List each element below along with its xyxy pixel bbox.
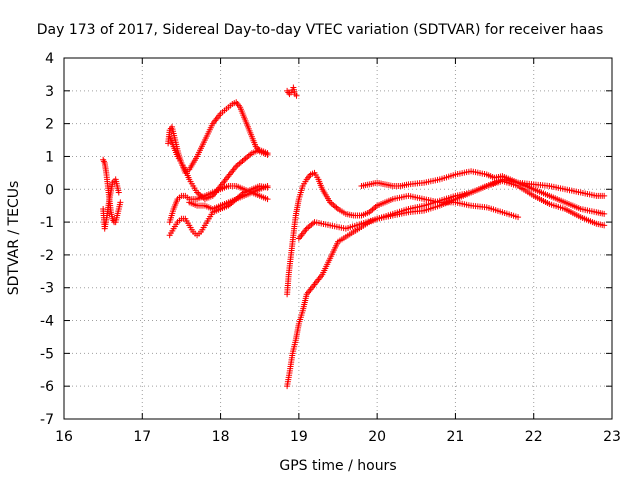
data-point <box>515 214 522 221</box>
series-arc-g <box>186 182 271 212</box>
series-arc-l <box>358 168 608 199</box>
y-tick-label: -1 <box>40 215 54 231</box>
data-point <box>264 196 271 203</box>
data-point <box>601 222 608 229</box>
y-tick-label: -7 <box>40 412 54 428</box>
x-tick-label: 18 <box>212 429 230 445</box>
y-tick-label: -5 <box>40 346 54 362</box>
data-point <box>601 192 608 199</box>
x-tick-label: 21 <box>447 429 465 445</box>
series-arc-b <box>100 176 122 232</box>
chart-title: Day 173 of 2017, Sidereal Day-to-day VTE… <box>37 22 604 38</box>
data-point <box>115 189 122 196</box>
y-tick-label: -3 <box>40 281 54 297</box>
x-tick-label: 23 <box>603 429 621 445</box>
x-axis-label: GPS time / hours <box>279 458 396 474</box>
y-tick-label: 0 <box>45 182 54 198</box>
x-tick-label: 20 <box>368 429 386 445</box>
y-tick-label: 1 <box>45 149 54 165</box>
grid-lines <box>64 58 612 419</box>
y-tick-label: -4 <box>40 314 54 330</box>
y-axis-label: SDTVAR / TECUs <box>6 181 22 296</box>
x-tick-label: 16 <box>55 429 73 445</box>
y-tick-label: -6 <box>40 379 54 395</box>
x-tick-label: 17 <box>133 429 151 445</box>
data-point <box>264 182 271 189</box>
plot-frame <box>63 57 613 420</box>
y-tick-label: -2 <box>40 248 54 264</box>
data-point <box>293 92 300 99</box>
data-point <box>117 199 124 206</box>
series-arc-k <box>295 178 608 242</box>
data-point <box>264 150 271 157</box>
data-points <box>100 84 608 390</box>
x-tick-label: 22 <box>525 429 543 445</box>
data-point <box>601 210 608 217</box>
series-arc-h <box>284 84 300 99</box>
y-tick-label: 4 <box>45 51 54 67</box>
x-tick-label: 19 <box>290 429 308 445</box>
y-tick-label: 2 <box>45 117 54 133</box>
y-tick-label: 3 <box>45 84 54 100</box>
